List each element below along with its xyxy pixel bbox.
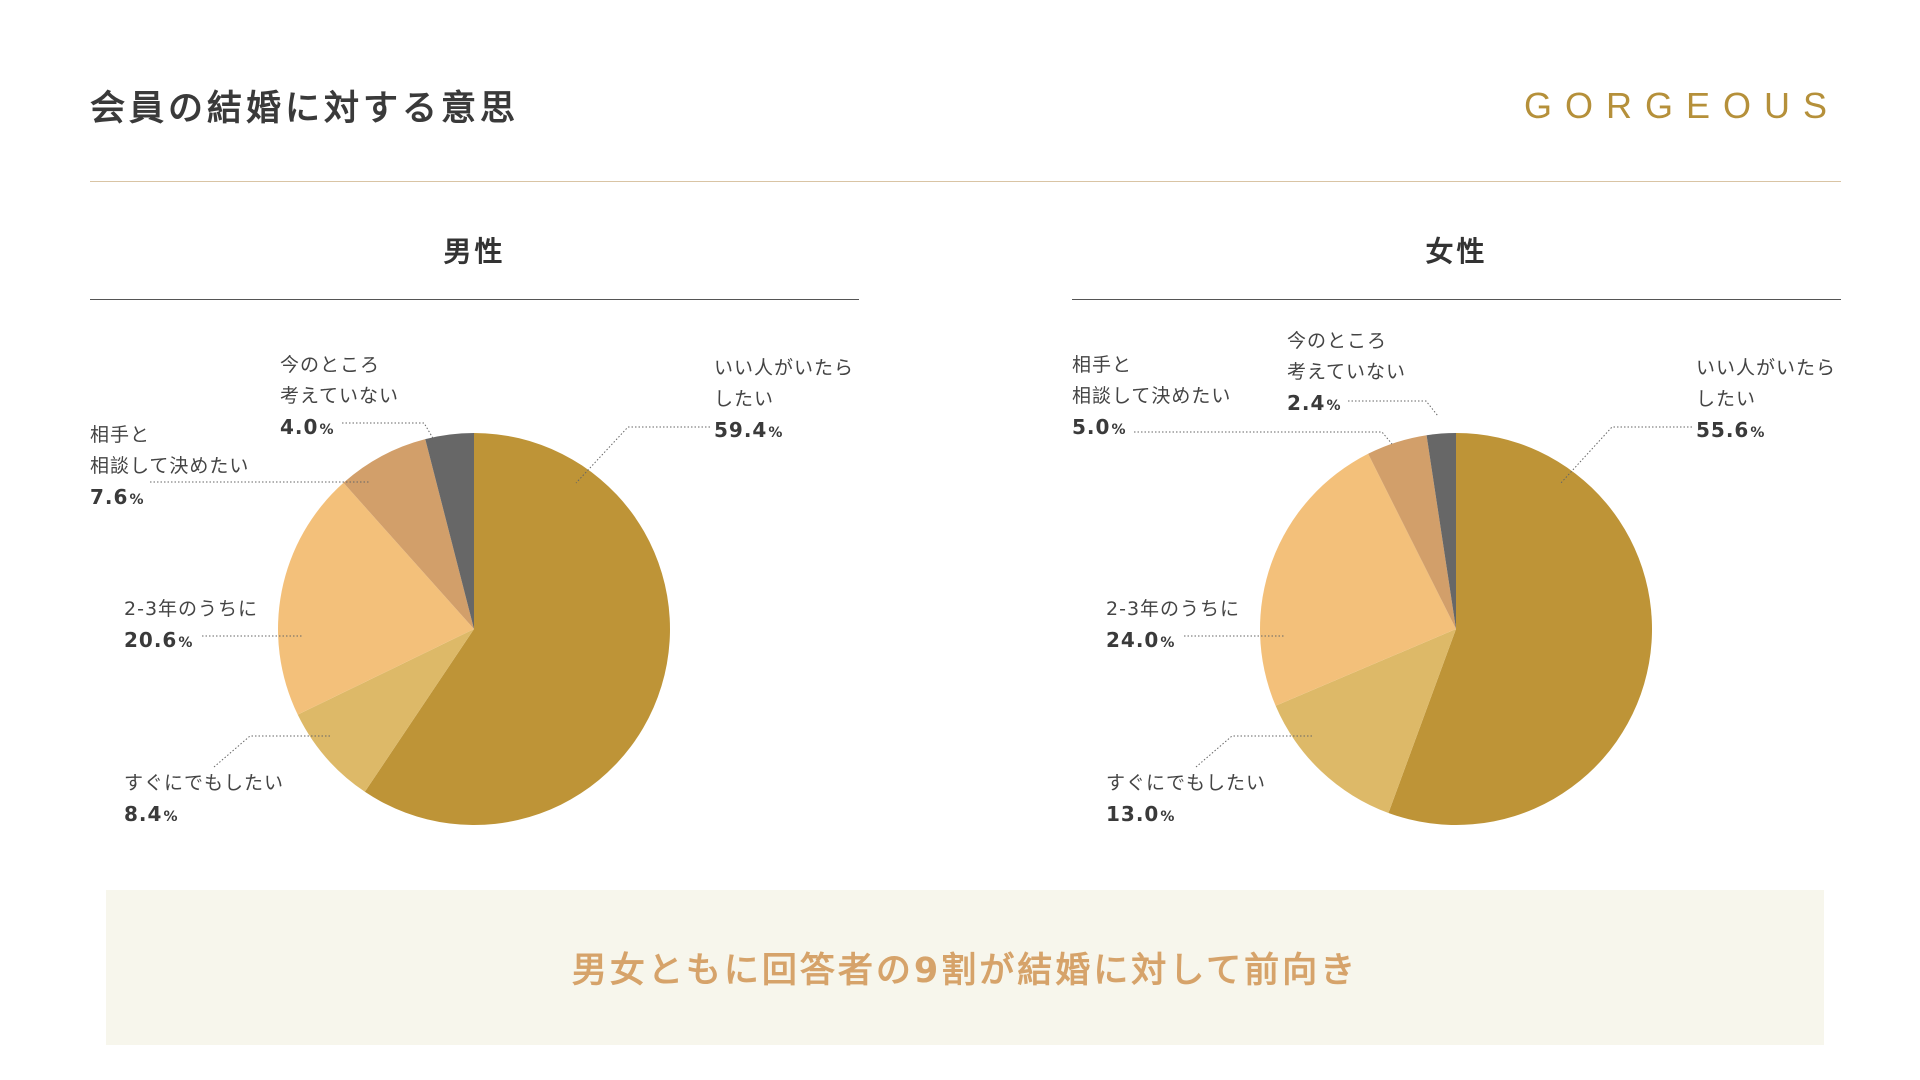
female-pie-chart	[1134, 400, 1692, 825]
male-label-sugu: すぐにでもしたい 8.4%	[124, 768, 284, 833]
male-label-ii-hito: いい人がいたら したい 59.4%	[714, 353, 854, 449]
slice-value-number: 55.6	[1696, 418, 1750, 442]
female-slice-2-3-nen	[1259, 453, 1456, 706]
female-slice-ii-hito	[1388, 433, 1653, 825]
slice-label-text: すぐにでもしたい	[1106, 772, 1267, 794]
slice-label-text: 相手と	[90, 424, 151, 446]
male-slice-2-3-nen	[278, 482, 474, 715]
slice-value-unit: %	[1750, 425, 1766, 441]
slice-value: 4.0%	[280, 412, 399, 446]
female-slice-sugu	[1275, 629, 1456, 813]
slice-label-text: 相談して決めたい	[1072, 385, 1232, 407]
male-chart-title: 男性	[443, 235, 506, 268]
slice-label-text: 今のところ	[280, 354, 381, 376]
female-leader-line	[1348, 400, 1439, 417]
slice-value-number: 8.4	[124, 802, 163, 826]
brand-logo: GORGEOUS	[1523, 85, 1840, 126]
slice-label-text: 相手と	[1072, 354, 1133, 376]
female-leader-line	[1195, 735, 1312, 768]
slice-label-text: 考えていない	[280, 385, 400, 407]
slice-value-number: 2.4	[1287, 391, 1326, 415]
slice-label-text: 相談して決めたい	[90, 455, 250, 477]
slice-label-text: すぐにでもしたい	[124, 772, 285, 794]
male-slice-soudan	[343, 439, 474, 629]
slice-value-unit: %	[768, 425, 784, 441]
slice-value-unit: %	[1326, 398, 1342, 414]
slice-label-text: 考えていない	[1287, 361, 1407, 383]
male-pie-chart	[150, 422, 710, 825]
female-label-sugu: すぐにでもしたい 13.0%	[1106, 768, 1266, 833]
slice-value-unit: %	[319, 422, 335, 438]
slice-value-number: 5.0	[1072, 415, 1111, 439]
female-slice-soudan	[1368, 435, 1456, 629]
conclusion-text: 男女ともに回答者の9割が結婚に対して前向き	[571, 951, 1359, 991]
female-chart-divider	[1072, 299, 1841, 300]
slice-value-unit: %	[163, 809, 179, 825]
male-leader-line	[342, 422, 435, 441]
slice-value-number: 13.0	[1106, 802, 1160, 826]
male-chart-panel: 男性 いい人がいたら したい 59.4% すぐにでもしたい 8.4% 2-3年のうちに 20…	[90, 220, 859, 850]
female-leader-line	[1559, 426, 1692, 485]
slice-value: 5.0%	[1072, 412, 1231, 446]
slice-value-number: 59.4	[714, 418, 768, 442]
slice-value-unit: %	[178, 635, 194, 651]
female-chart-panel: 女性 いい人がいたら したい 55.6% すぐにでもしたい 13.0% 2-3年のうちに 2…	[1072, 220, 1841, 850]
slice-value: 8.4%	[124, 799, 284, 833]
male-label-kangaete-inai: 今のところ考えていない 4.0%	[280, 350, 399, 446]
slice-label-text: いい人がいたら	[1696, 357, 1837, 379]
slice-value: 24.0%	[1106, 625, 1240, 659]
slice-label-text: いい人がいたら	[714, 357, 855, 379]
slice-value-unit: %	[1160, 809, 1176, 825]
slice-value: 2.4%	[1287, 388, 1406, 422]
male-slice-ii-hito	[364, 433, 670, 825]
female-label-ii-hito: いい人がいたら したい 55.6%	[1696, 353, 1836, 449]
slice-value-unit: %	[129, 492, 145, 508]
slice-value-number: 24.0	[1106, 628, 1160, 652]
slice-value: 20.6%	[124, 625, 258, 659]
slice-value: 55.6%	[1696, 415, 1836, 449]
slice-value-number: 20.6	[124, 628, 178, 652]
male-label-soudan: 相手と相談して決めたい 7.6%	[90, 420, 249, 516]
male-leader-line	[213, 735, 330, 768]
female-label-2-3-nen: 2-3年のうちに 24.0%	[1106, 594, 1240, 659]
slice-label-text: したい	[1696, 388, 1757, 410]
header-divider	[90, 181, 1841, 182]
male-chart-divider	[90, 299, 859, 300]
female-chart-title: 女性	[1425, 235, 1488, 268]
conclusion-banner: 男女ともに回答者の9割が結婚に対して前向き	[106, 890, 1824, 1045]
page-title: 会員の結婚に対する意思	[90, 89, 520, 129]
male-slice-sugu	[297, 629, 474, 792]
slice-label-text: 今のところ	[1287, 330, 1388, 352]
slice-label-text: 2-3年のうちに	[1106, 598, 1241, 620]
slice-value-unit: %	[1111, 422, 1127, 438]
slice-value: 59.4%	[714, 415, 854, 449]
male-label-2-3-nen: 2-3年のうちに 20.6%	[124, 594, 258, 659]
slice-value-number: 4.0	[280, 415, 319, 439]
slice-value-number: 7.6	[90, 485, 129, 509]
slice-label-text: 2-3年のうちに	[124, 598, 259, 620]
female-label-kangaete-inai: 今のところ考えていない 2.4%	[1287, 326, 1406, 422]
male-leader-line	[575, 426, 710, 484]
male-slice-kangaete-inai	[425, 433, 474, 629]
female-label-soudan: 相手と相談して決めたい 5.0%	[1072, 350, 1231, 446]
slice-value-unit: %	[1160, 635, 1176, 651]
slice-label-text: したい	[714, 388, 775, 410]
slice-value: 13.0%	[1106, 799, 1266, 833]
female-slice-kangaete-inai	[1426, 433, 1456, 629]
slice-value: 7.6%	[90, 482, 249, 516]
